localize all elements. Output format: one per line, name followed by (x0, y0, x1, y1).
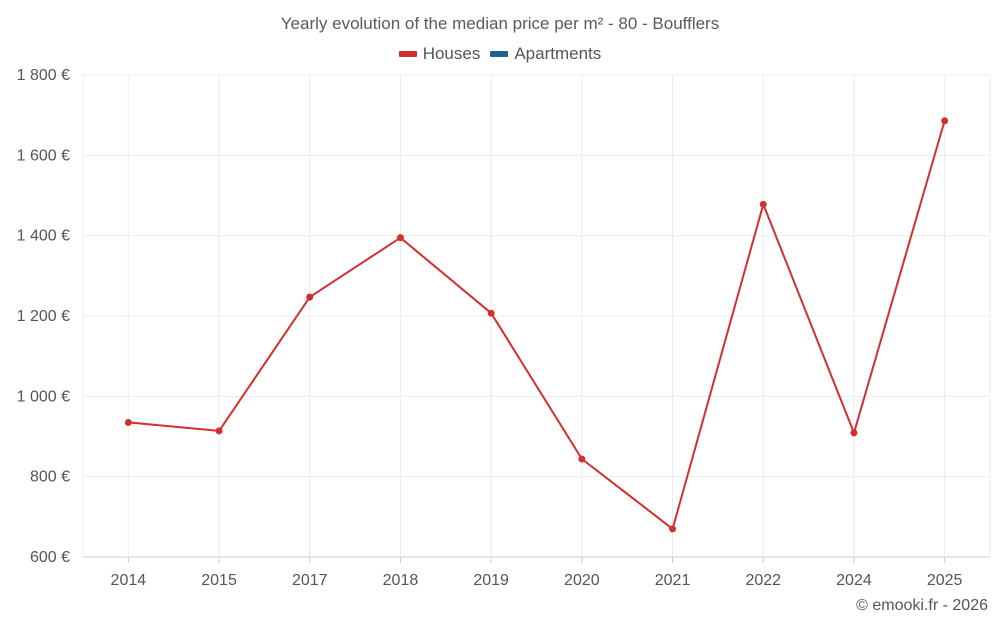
y-tick-label: 800 € (30, 469, 70, 486)
data-point-houses (850, 429, 858, 437)
y-tick-label: 1 600 € (17, 147, 70, 164)
x-tick-label: 2014 (111, 572, 147, 589)
data-point-houses (941, 117, 949, 125)
chart-title: Yearly evolution of the median price per… (280, 14, 720, 33)
y-tick-label: 1 800 € (17, 67, 70, 84)
data-point-houses (124, 418, 132, 426)
data-point-houses (759, 200, 767, 208)
y-tick-label: 1 000 € (17, 388, 70, 405)
x-tick-label: 2020 (564, 572, 600, 589)
x-tick-label: 2015 (201, 572, 237, 589)
data-point-houses (396, 234, 404, 242)
credit-text: © emooki.fr - 2026 (856, 597, 988, 614)
y-tick-label: 1 200 € (17, 308, 70, 325)
x-tick-label: 2024 (836, 572, 872, 589)
x-tick-label: 2018 (383, 572, 419, 589)
y-tick-label: 1 400 € (17, 228, 70, 245)
data-point-houses (306, 293, 314, 301)
legend-label-apartments: Apartments (514, 44, 602, 63)
x-tick-label: 2022 (745, 572, 781, 589)
legend-swatch-apartments (490, 51, 509, 57)
legend-label-houses: Houses (422, 44, 481, 63)
legend-item-apartments[interactable]: Apartments (490, 44, 601, 64)
x-tick-label: 2025 (927, 572, 963, 589)
data-point-houses (487, 309, 495, 317)
x-tick-label: 2019 (473, 572, 509, 589)
y-tick-label: 600 € (30, 549, 70, 566)
x-tick-label: 2021 (655, 572, 691, 589)
series-line-houses (128, 120, 946, 530)
x-tick-label: 2017 (292, 572, 328, 589)
data-point-houses (669, 525, 677, 533)
legend: Houses Apartments (0, 44, 1000, 64)
data-point-houses (578, 455, 586, 463)
legend-item-houses[interactable]: Houses (398, 44, 481, 64)
data-point-houses (215, 427, 223, 435)
legend-swatch-houses (398, 51, 417, 57)
